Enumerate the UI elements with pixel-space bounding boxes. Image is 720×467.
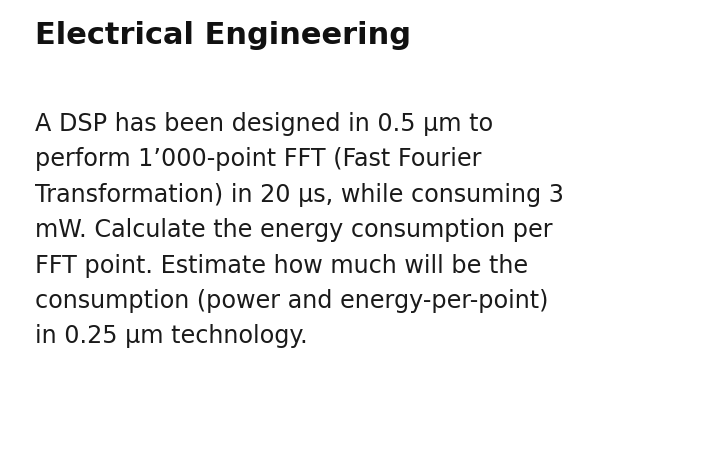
Text: Electrical Engineering: Electrical Engineering (35, 21, 410, 50)
Text: A DSP has been designed in 0.5 μm to
perform 1’000-point FFT (Fast Fourier
Trans: A DSP has been designed in 0.5 μm to per… (35, 112, 564, 348)
